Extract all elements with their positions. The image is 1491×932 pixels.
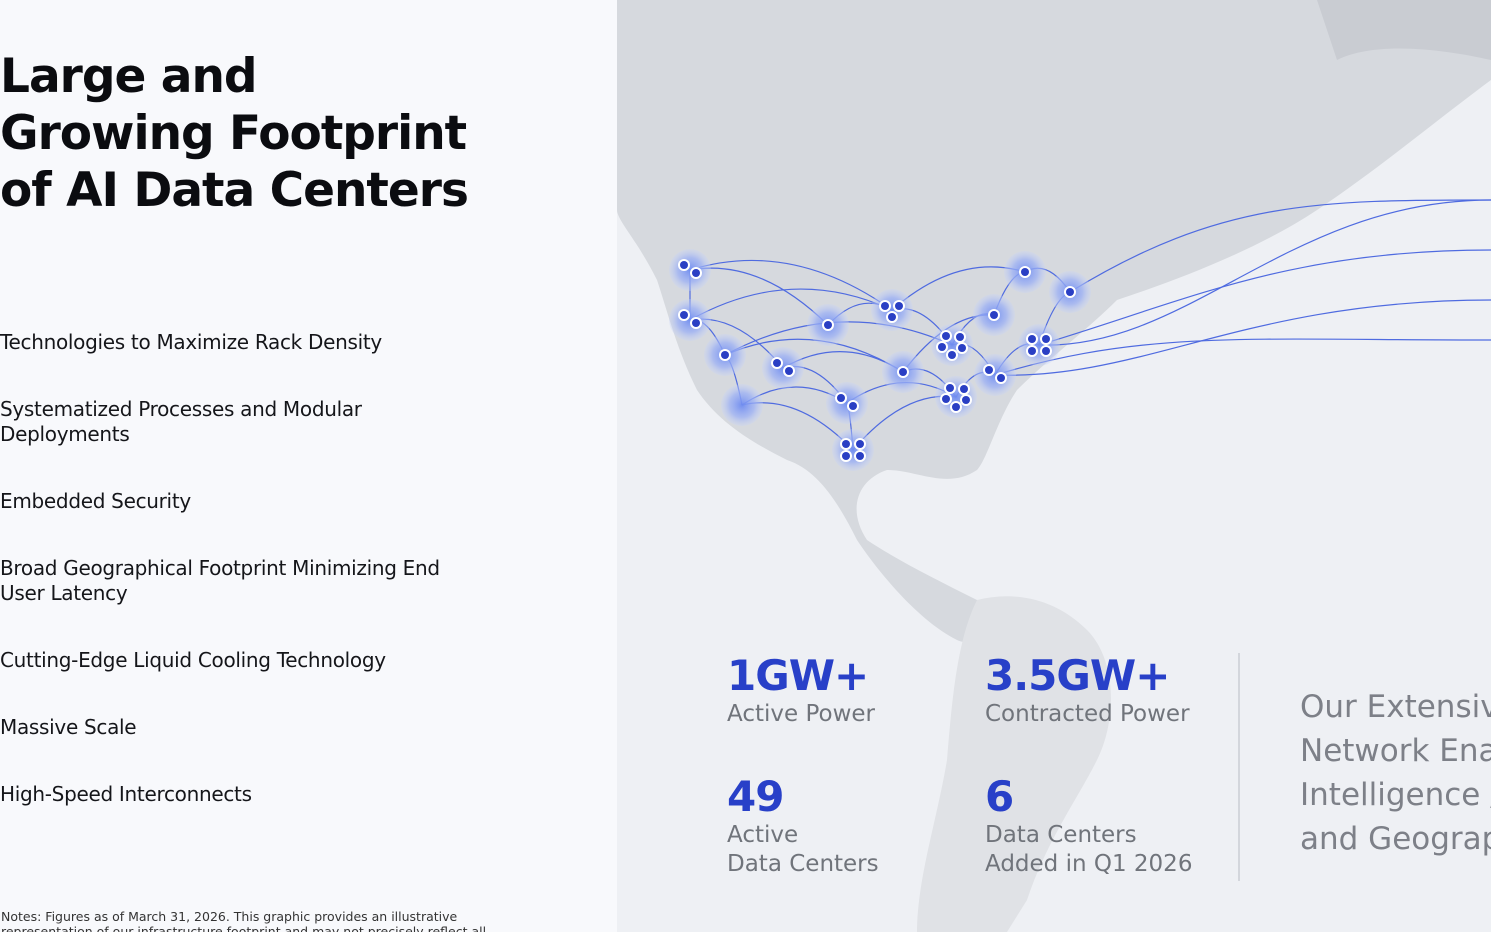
hub-dot [962, 396, 970, 404]
feature: Massive Scale [0, 715, 137, 739]
hub-dot [1066, 288, 1074, 296]
hub-glow [826, 382, 868, 424]
hub-dot [837, 394, 845, 402]
feature: High-Speed Interconnects [0, 782, 252, 806]
network-line [1038, 199, 1491, 346]
hub-dot [1028, 335, 1036, 343]
hub-dot [856, 440, 864, 448]
stat-label: Data Centers [727, 851, 879, 877]
stat: 49 Active Data Centers [727, 773, 879, 879]
hub-dot [856, 452, 864, 460]
hubs [669, 249, 1091, 471]
feature: Technologies to Maximize Rack Density [0, 330, 382, 354]
stat-value: 3.5GW+ [985, 651, 1170, 700]
note-line: Notes: Figures as of March 31, 2026. Thi… [1, 909, 458, 924]
hub-dot [824, 321, 832, 329]
side-line: and Geograp [1300, 821, 1491, 857]
feature: Cutting-Edge Liquid Cooling Technology [0, 648, 386, 672]
stat-value: 6 [985, 772, 1014, 821]
hub-dot [895, 302, 903, 310]
hub-dot [680, 261, 688, 269]
hub-glow [1018, 324, 1060, 366]
hub-glow [669, 249, 711, 291]
hub-dot [888, 313, 896, 321]
hub-dot [881, 302, 889, 310]
hub-glow [832, 429, 874, 471]
side-line: Our Extensiv [1300, 689, 1491, 725]
hub-dot [985, 366, 993, 374]
left-panel: Large and Growing Footprint of AI Data C… [0, 0, 617, 932]
hub-dot [1021, 268, 1029, 276]
stat-label: Added in Q1 2026 [985, 851, 1193, 877]
hub-dot [958, 344, 966, 352]
hub-dot [692, 269, 700, 277]
network-line [1038, 249, 1491, 346]
stat-value: 49 [727, 772, 784, 821]
hub-dot [842, 440, 850, 448]
feature: Broad Geographical Footprint Minimizing … [0, 556, 440, 605]
hub-dot [960, 385, 968, 393]
hub-dot [938, 343, 946, 351]
divider [1238, 653, 1240, 881]
stat-label: Active Power [727, 701, 875, 727]
hub-dot [942, 395, 950, 403]
feature-list: Technologies to Maximize Rack Density Sys… [0, 330, 440, 849]
hub-dot [842, 452, 850, 460]
hub-dot [1028, 347, 1036, 355]
hub-glow [871, 289, 913, 331]
hub-dot [1042, 347, 1050, 355]
stat-label: Contracted Power [985, 701, 1190, 727]
hub-dot [849, 402, 857, 410]
notes: Notes: Figures as of March 31, 2026. Thi… [1, 909, 486, 932]
feature: Embedded Security [0, 489, 191, 513]
network-line [689, 288, 893, 321]
hub-dot [956, 333, 964, 341]
hub-dot [721, 351, 729, 359]
stat: 3.5GW+ Contracted Power [985, 652, 1190, 729]
network-line [994, 338, 1491, 376]
note-line: representation of our infrastructure foo… [1, 924, 487, 932]
side-text: Our Extensiv Network Ena Intelligence / and… [1300, 685, 1491, 861]
hub-glow [974, 354, 1016, 396]
network-line [994, 299, 1491, 376]
hub-dot [942, 332, 950, 340]
hub-dot [952, 403, 960, 411]
side-line: Network Ena [1300, 733, 1491, 769]
network-line [689, 259, 893, 311]
feature: Systematized Processes and Modular Deplo… [0, 397, 362, 446]
landmass [917, 596, 1111, 932]
stat: 6 Data Centers Added in Q1 2026 [985, 773, 1192, 879]
hub-glow [762, 347, 804, 389]
hub-glow [669, 299, 711, 341]
landmass [1317, 0, 1491, 60]
hub-dot [785, 367, 793, 375]
hub-dot [997, 374, 1005, 382]
hub-dot [773, 359, 781, 367]
hub-dot [990, 311, 998, 319]
map [617, 0, 1491, 932]
stat-label: Data Centers [985, 822, 1137, 848]
hub-dot [899, 368, 907, 376]
side-line: Intelligence / [1300, 777, 1491, 813]
stat-label: Active [727, 822, 799, 848]
network-line [1069, 199, 1491, 293]
stat: 1GW+ Active Power [727, 652, 875, 729]
stat-value: 1GW+ [727, 651, 869, 700]
hub-dot [946, 384, 954, 392]
landmass [617, 0, 1491, 642]
hub-dot [680, 311, 688, 319]
title: Large and Growing Footprint of AI Data C… [0, 49, 469, 218]
hub-dot [692, 319, 700, 327]
hub-dot [948, 351, 956, 359]
hub-dot [1042, 335, 1050, 343]
hub-glow [721, 384, 763, 426]
